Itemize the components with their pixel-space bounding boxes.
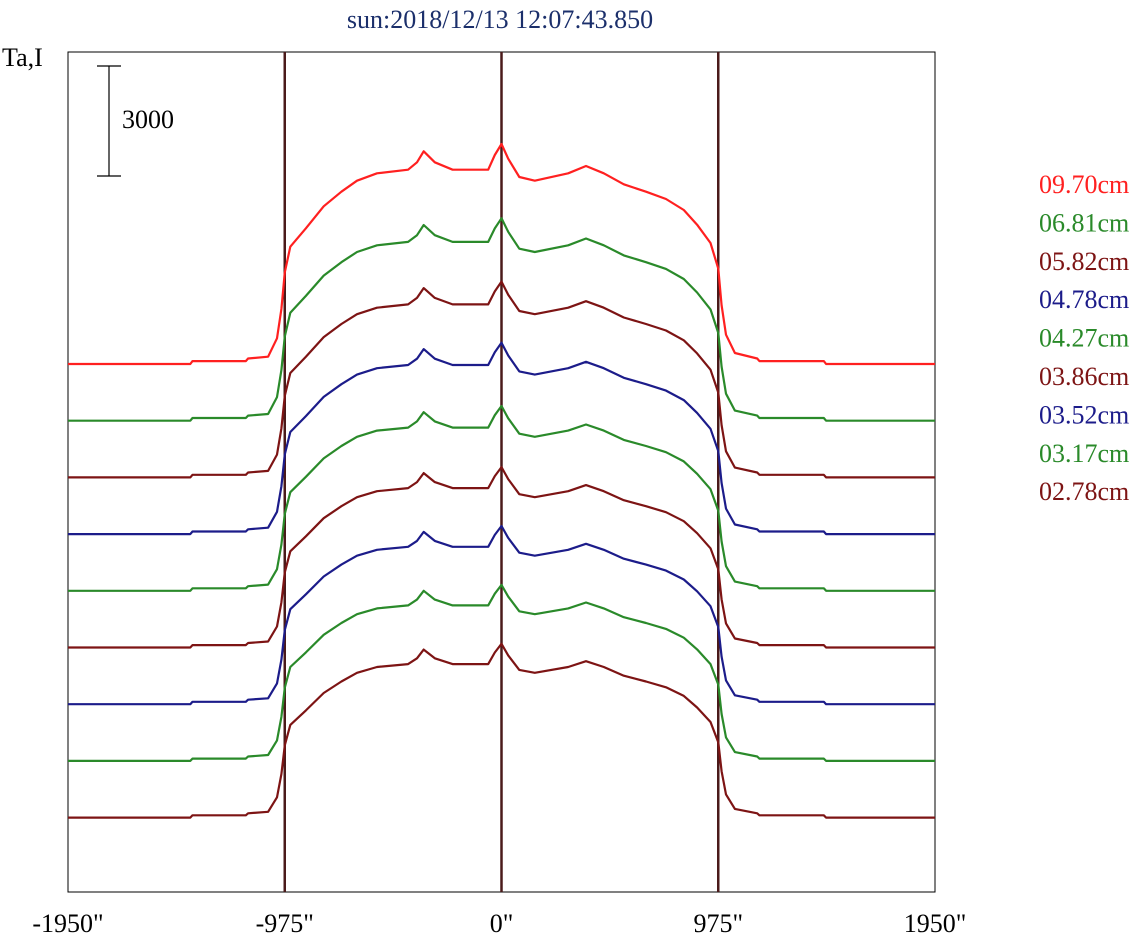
series-line-03.52cm <box>68 524 935 706</box>
x-tick-label-0: -1950" <box>32 909 103 938</box>
y-axis-label: Ta,I <box>2 43 43 72</box>
series-line-04.27cm <box>68 404 935 592</box>
chart-title: sun:2018/12/13 12:07:43.850 <box>347 5 653 34</box>
legend-item-05.82cm: 05.82cm <box>1039 247 1129 276</box>
legend-item-04.27cm: 04.27cm <box>1039 324 1129 353</box>
series-line-04.78cm <box>68 341 935 536</box>
x-tick-label-4: 1950" <box>904 909 967 938</box>
series-line-09.70cm <box>68 142 935 366</box>
x-tick-labels: -1950" -975" 0" 975" 1950" <box>32 909 966 938</box>
series-line-06.81cm <box>68 217 935 422</box>
reference-lines <box>283 52 720 892</box>
scale-bar: 3000 <box>97 65 174 177</box>
legend-item-04.78cm: 04.78cm <box>1039 285 1129 314</box>
scale-bar-label: 3000 <box>122 105 174 134</box>
legend-item-03.17cm: 03.17cm <box>1039 439 1129 468</box>
legend-item-02.78cm: 02.78cm <box>1039 477 1129 506</box>
x-tick-label-3: 975" <box>693 909 743 938</box>
legend-item-03.86cm: 03.86cm <box>1039 362 1129 391</box>
series-line-03.17cm <box>68 583 935 763</box>
series-group <box>68 142 935 819</box>
legend-item-06.81cm: 06.81cm <box>1039 208 1129 237</box>
x-tick-label-2: 0" <box>490 909 514 938</box>
legend: 09.70cm 06.81cm 05.82cm 04.78cm 04.27cm 03.86… <box>1039 170 1129 506</box>
series-line-02.78cm <box>68 642 935 819</box>
series-line-03.86cm <box>68 466 935 649</box>
x-tick-label-1: -975" <box>256 909 314 938</box>
legend-item-03.52cm: 03.52cm <box>1039 400 1129 429</box>
legend-item-09.70cm: 09.70cm <box>1039 170 1129 199</box>
series-line-05.82cm <box>68 280 935 479</box>
